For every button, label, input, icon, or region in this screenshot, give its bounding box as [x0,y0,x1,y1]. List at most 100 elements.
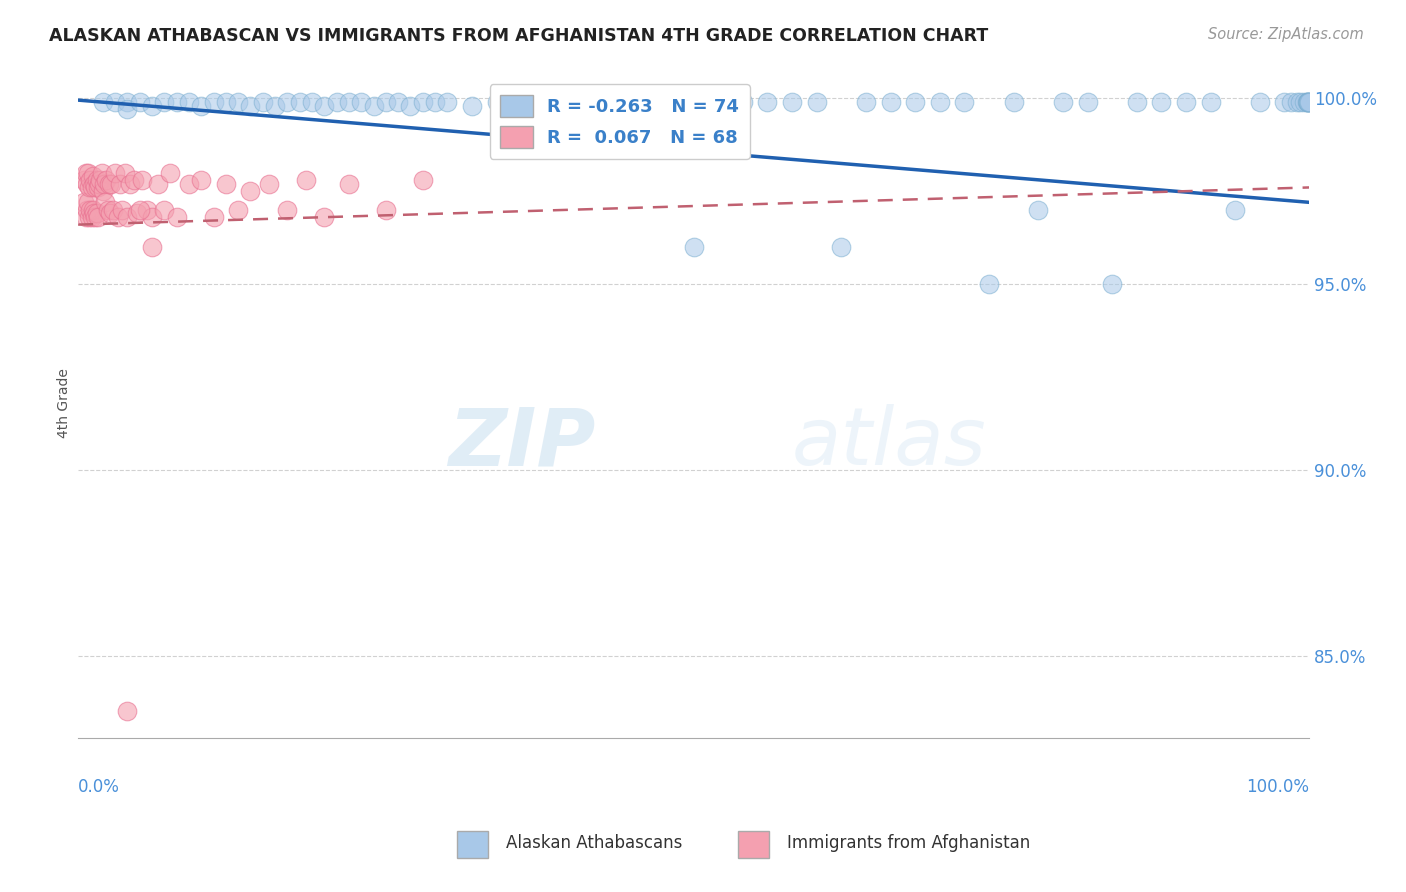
Point [731,95,754,109]
Point [166,95,188,109]
Point [412,173,434,187]
Text: Alaskan Athabascans: Alaskan Athabascans [506,834,682,852]
Point [436,95,458,109]
Point [91,184,114,198]
Legend: R = -0.263   N = 74, R =  0.067   N = 68: R = -0.263 N = 74, R = 0.067 N = 68 [489,84,749,159]
Point [76,177,98,191]
Point [1295,95,1317,109]
Point [1274,95,1296,109]
Point [100,177,122,191]
Point [350,95,373,109]
Point [77,165,100,179]
Point [226,95,249,109]
Point [117,103,139,117]
Point [337,177,360,191]
Point [1101,277,1123,291]
Point [96,173,118,187]
Point [190,173,212,187]
Point [153,95,176,109]
Point [276,202,298,217]
Text: atlas: atlas [792,404,987,483]
Point [1225,202,1247,217]
Text: 100.0%: 100.0% [1246,778,1309,796]
Point [337,95,360,109]
Point [780,95,803,109]
Point [82,202,104,217]
Point [98,206,121,220]
Point [977,277,1000,291]
Point [904,95,927,109]
Point [177,95,200,109]
Point [374,95,396,109]
Point [146,177,169,191]
Point [756,95,779,109]
Point [1289,95,1312,109]
Point [485,95,508,109]
Point [609,98,631,112]
Point [215,95,238,109]
Point [127,206,149,220]
Point [1298,95,1320,109]
Y-axis label: 4th Grade: 4th Grade [58,368,72,438]
Text: Source: ZipAtlas.com: Source: ZipAtlas.com [1208,27,1364,42]
Point [239,98,262,112]
Point [80,180,103,194]
Point [202,210,225,224]
Point [1199,95,1222,109]
Point [89,173,111,187]
Point [128,202,150,217]
Point [177,177,200,191]
Point [190,98,212,112]
Point [75,165,97,179]
Point [1052,95,1074,109]
Point [215,177,238,191]
Point [879,95,901,109]
Point [107,210,129,224]
Point [1076,95,1098,109]
Point [90,165,112,179]
Point [276,95,298,109]
Point [86,173,108,187]
Point [1285,95,1308,109]
Point [1125,95,1147,109]
Point [83,206,105,220]
Point [76,202,98,217]
Point [136,202,159,217]
Point [97,177,120,191]
Point [412,95,434,109]
Point [101,202,124,217]
Point [84,180,107,194]
Point [953,95,976,109]
Point [830,240,852,254]
Point [104,165,127,179]
Point [166,210,188,224]
Point [314,98,336,112]
Point [387,95,409,109]
Text: ALASKAN ATHABASCAN VS IMMIGRANTS FROM AFGHANISTAN 4TH GRADE CORRELATION CHART: ALASKAN ATHABASCAN VS IMMIGRANTS FROM AF… [49,27,988,45]
Point [77,195,100,210]
Point [83,177,105,191]
Point [658,95,681,109]
Point [108,177,131,191]
Point [131,173,153,187]
Point [128,95,150,109]
Point [153,202,176,217]
Point [87,180,110,194]
Point [399,98,422,112]
Point [118,177,141,191]
Point [79,173,101,187]
Point [111,202,134,217]
Point [1279,95,1302,109]
Point [87,210,110,224]
Point [560,95,582,109]
Point [1175,95,1198,109]
Point [363,98,385,112]
Point [510,95,533,109]
Point [314,210,336,224]
Point [264,98,287,112]
Text: ZIP: ZIP [447,404,595,483]
Point [1296,95,1319,109]
Point [257,177,280,191]
Point [423,95,446,109]
Point [239,184,262,198]
